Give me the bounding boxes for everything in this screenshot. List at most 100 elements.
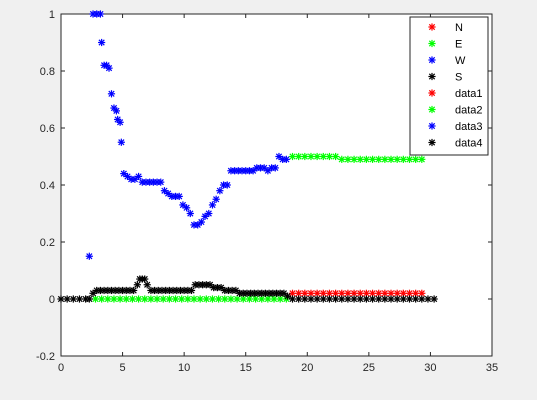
data-point-s [288,295,297,303]
x-tick-label: 0 [58,362,64,374]
legend-label-e: E [455,39,462,51]
data-point-e [412,155,420,163]
data-point-e [350,155,358,163]
data-point-s [85,295,93,303]
x-tick-label: 10 [178,362,190,374]
data-point-e [128,295,137,303]
data-point-s [350,295,358,303]
legend-label-data2: data2 [455,105,483,117]
data-point-e [393,155,401,163]
data-point-e [264,295,272,303]
data-point-s [75,295,84,303]
data-point-w [212,195,220,203]
x-tick-label: 35 [486,362,498,374]
data-point-s [301,295,309,303]
data-point-e [344,155,352,163]
data-point-w [157,178,165,186]
data-point-n [319,289,327,297]
data-point-s [381,295,389,303]
data-point-e [301,152,309,161]
legend-marker-s [428,72,436,81]
data-point-w [105,64,113,72]
data-point-e [190,295,198,303]
x-tick-label: 15 [240,362,252,374]
data-point-s [338,295,346,303]
y-tick-label: 0.2 [40,237,55,249]
data-point-s [430,295,438,303]
data-point-s [387,295,395,303]
data-point-s [375,295,383,303]
data-point-s [141,275,149,283]
data-point-n [368,289,377,297]
data-point-w [216,187,224,195]
data-point-e [171,295,180,303]
data-point-s [332,295,340,303]
data-point-e [418,155,426,163]
data-point-e [122,295,130,303]
data-point-e [165,295,173,303]
x-tick-label: 20 [301,362,313,374]
data-point-w [134,172,143,181]
data-point-e [141,295,149,303]
legend-label-data4: data4 [455,138,483,150]
data-point-e [338,155,346,163]
data-point-w [271,164,279,172]
data-point-s [362,295,370,303]
data-point-e [399,155,407,163]
data-point-e [184,295,192,303]
data-marks [57,10,438,303]
data-point-e [116,295,124,303]
data-point-s [295,295,303,303]
data-point-s [418,295,426,303]
data-point-s [356,295,364,303]
data-point-e [270,295,278,303]
legend-marker-n [428,23,436,31]
data-point-e [178,295,186,303]
data-point-e [221,295,229,303]
data-point-e [245,295,254,303]
legend-label-data1: data1 [455,88,483,100]
legend-marker-e [428,39,436,48]
data-point-n [307,289,315,297]
data-point-e [295,152,303,161]
data-point-e [313,152,321,161]
data-point-e [381,155,389,163]
data-point-e [368,155,377,163]
x-tick-label: 25 [363,362,375,374]
data-point-w [117,138,125,146]
data-point-e [233,295,241,303]
data-point-s [307,295,315,303]
data-point-n [393,289,401,297]
data-point-e [276,295,284,303]
data-point-s [133,281,141,289]
data-point-s [368,295,377,303]
data-point-s [405,295,414,303]
legend-marker-w [428,56,436,64]
data-point-w [85,252,93,260]
data-point-w [107,90,116,98]
legend-label-w: W [455,55,466,67]
data-point-w [186,209,194,218]
legend-marker-data3 [428,122,436,130]
data-point-e [356,155,364,163]
data-point-e [362,155,370,163]
y-tick-label: -0.2 [36,351,55,363]
data-point-e [325,152,334,161]
data-point-e [208,295,217,303]
data-point-w [98,38,106,47]
y-tick-label: 0.4 [40,180,55,192]
y-tick-label: 0 [49,294,55,306]
axis-ticks: 0 5 10 15 20 25 30 35-0.200.20.40.60.81 [36,9,498,374]
data-point-e [110,295,118,303]
data-point-s [319,295,327,303]
legend-box [409,16,489,156]
data-point-e [227,295,235,303]
data-point-w [116,118,124,126]
data-point-s [393,295,401,303]
data-point-e [159,295,167,303]
data-point-n [356,289,364,297]
data-point-w [112,107,121,115]
data-point-s [424,295,432,303]
data-point-e [202,295,210,303]
